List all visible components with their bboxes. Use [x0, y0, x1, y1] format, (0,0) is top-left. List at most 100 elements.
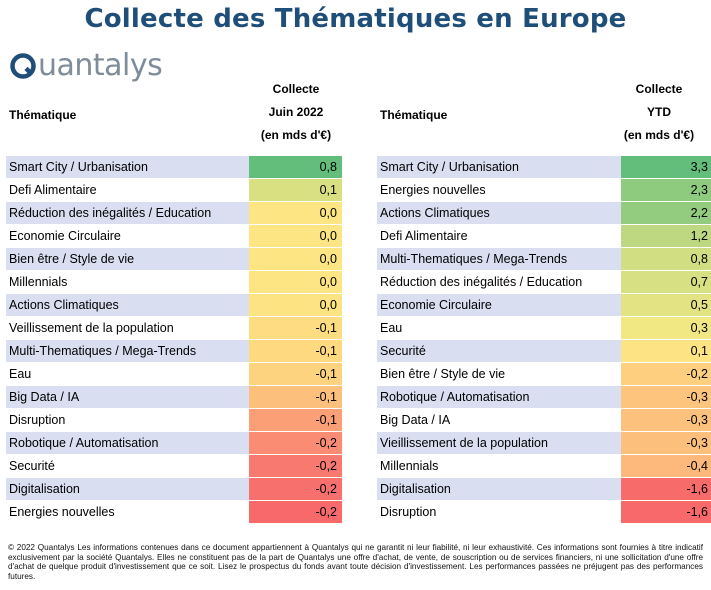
row-label: Economie Circulaire — [6, 225, 249, 247]
row-value: -0,1 — [249, 386, 342, 408]
table-row: Digitalisation -0,2 — [6, 477, 342, 500]
row-value: 0,3 — [621, 317, 711, 339]
row-label: Actions Climatiques — [377, 202, 621, 224]
row-value: -0,3 — [621, 432, 711, 454]
row-value: 0,0 — [249, 248, 342, 270]
row-value: -0,2 — [249, 478, 342, 500]
row-label: Defi Alimentaire — [377, 225, 621, 247]
table-row: Eau -0,1 — [6, 362, 342, 385]
row-label: Réduction des inégalités / Education — [377, 271, 621, 293]
row-value: -1,6 — [621, 478, 711, 500]
table-row: Bien être / Style de vie -0,2 — [377, 362, 711, 385]
right-row-header: Thématique — [380, 108, 448, 122]
row-label: Réduction des inégalités / Education — [6, 202, 249, 224]
table-row: Energies nouvelles -0,2 — [6, 500, 342, 523]
row-label: Securité — [377, 340, 621, 362]
row-value: 0,0 — [249, 202, 342, 224]
table-row: Millennials -0,4 — [377, 454, 711, 477]
table-row: Vieillissement de la population -0,3 — [377, 431, 711, 454]
logo-q-icon — [10, 53, 37, 80]
table-row: Big Data / IA -0,1 — [6, 385, 342, 408]
table-row: Smart City / Urbanisation 3,3 — [377, 155, 711, 178]
row-value: 1,2 — [621, 225, 711, 247]
row-value: -0,1 — [249, 409, 342, 431]
table-row: Defi Alimentaire 1,2 — [377, 224, 711, 247]
table-row: Digitalisation -1,6 — [377, 477, 711, 500]
row-label: Actions Climatiques — [6, 294, 249, 316]
table-row: Energies nouvelles 2,3 — [377, 178, 711, 201]
table-row: Disruption -0,1 — [6, 408, 342, 431]
table-row: Millennials 0,0 — [6, 270, 342, 293]
table-row: Veillissement de la population -0,1 — [6, 316, 342, 339]
quantalys-logo: uantalys — [10, 48, 163, 83]
row-value: -1,6 — [621, 501, 711, 523]
row-label: Digitalisation — [377, 478, 621, 500]
row-label: Defi Alimentaire — [6, 179, 249, 201]
row-label: Smart City / Urbanisation — [377, 156, 621, 178]
row-value: 2,2 — [621, 202, 711, 224]
table-row: Réduction des inégalités / Education 0,0 — [6, 201, 342, 224]
row-value: -0,2 — [249, 432, 342, 454]
disclaimer-footer: © 2022 Quantalys Les informations conten… — [8, 543, 703, 581]
right-col-header-line: (en mds d'€) — [623, 128, 695, 142]
row-value: -0,1 — [249, 317, 342, 339]
logo-text: uantalys — [38, 48, 163, 83]
row-value: -0,3 — [621, 409, 711, 431]
table-row: Multi-Thematiques / Mega-Trends 0,8 — [377, 247, 711, 270]
row-label: Disruption — [377, 501, 621, 523]
row-value: 3,3 — [621, 156, 711, 178]
row-value: 0,5 — [621, 294, 711, 316]
row-label: Vieillissement de la population — [377, 432, 621, 454]
row-label: Smart City / Urbanisation — [6, 156, 249, 178]
row-label: Multi-Thematiques / Mega-Trends — [377, 248, 621, 270]
left-col-header-line: (en mds d'€) — [260, 128, 332, 142]
row-value: -0,4 — [621, 455, 711, 477]
row-label: Energies nouvelles — [377, 179, 621, 201]
row-label: Energies nouvelles — [6, 501, 249, 523]
row-label: Bien être / Style de vie — [377, 363, 621, 385]
row-value: -0,2 — [621, 363, 711, 385]
row-value: 0,7 — [621, 271, 711, 293]
left-col-header-line: Juin 2022 — [268, 105, 324, 119]
table-row: Disruption -1,6 — [377, 500, 711, 523]
table-row: Actions Climatiques 2,2 — [377, 201, 711, 224]
right-col-header: Collecte YTD (en mds d'€) — [610, 78, 708, 147]
row-label: Eau — [377, 317, 621, 339]
row-label: Veillissement de la population — [6, 317, 249, 339]
row-value: 0,8 — [621, 248, 711, 270]
row-label: Disruption — [6, 409, 249, 431]
table-row: Réduction des inégalités / Education 0,7 — [377, 270, 711, 293]
row-label: Robotique / Automatisation — [6, 432, 249, 454]
row-value: -0,2 — [249, 501, 342, 523]
page-title: Collecte des Thématiques en Europe — [84, 4, 627, 34]
table-row: Robotique / Automatisation -0,2 — [6, 431, 342, 454]
row-value: 0,0 — [249, 271, 342, 293]
row-value: 2,3 — [621, 179, 711, 201]
row-value: 0,0 — [249, 294, 342, 316]
row-label: Economie Circulaire — [377, 294, 621, 316]
row-value: -0,2 — [249, 455, 342, 477]
table-row: Economie Circulaire 0,5 — [377, 293, 711, 316]
row-label: Big Data / IA — [377, 409, 621, 431]
table-row: Actions Climatiques 0,0 — [6, 293, 342, 316]
row-value: 0,0 — [249, 225, 342, 247]
row-value: 0,1 — [621, 340, 711, 362]
table-row: Smart City / Urbanisation 0,8 — [6, 155, 342, 178]
left-col-header: Collecte Juin 2022 (en mds d'€) — [247, 78, 345, 147]
table-row: Robotique / Automatisation -0,3 — [377, 385, 711, 408]
row-value: -0,3 — [621, 386, 711, 408]
row-label: Multi-Thematiques / Mega-Trends — [6, 340, 249, 362]
table-row: Multi-Thematiques / Mega-Trends -0,1 — [6, 339, 342, 362]
row-value: 0,1 — [249, 179, 342, 201]
row-value: -0,1 — [249, 340, 342, 362]
row-value: 0,8 — [249, 156, 342, 178]
left-table-rows: Smart City / Urbanisation 0,8 Defi Aliment… — [6, 155, 342, 523]
table-row: Securité -0,2 — [6, 454, 342, 477]
row-label: Bien être / Style de vie — [6, 248, 249, 270]
row-label: Securité — [6, 455, 249, 477]
right-col-header-line: YTD — [647, 105, 671, 119]
row-label: Digitalisation — [6, 478, 249, 500]
row-label: Millennials — [6, 271, 249, 293]
right-col-header-line: Collecte — [635, 82, 683, 96]
table-row: Defi Alimentaire 0,1 — [6, 178, 342, 201]
